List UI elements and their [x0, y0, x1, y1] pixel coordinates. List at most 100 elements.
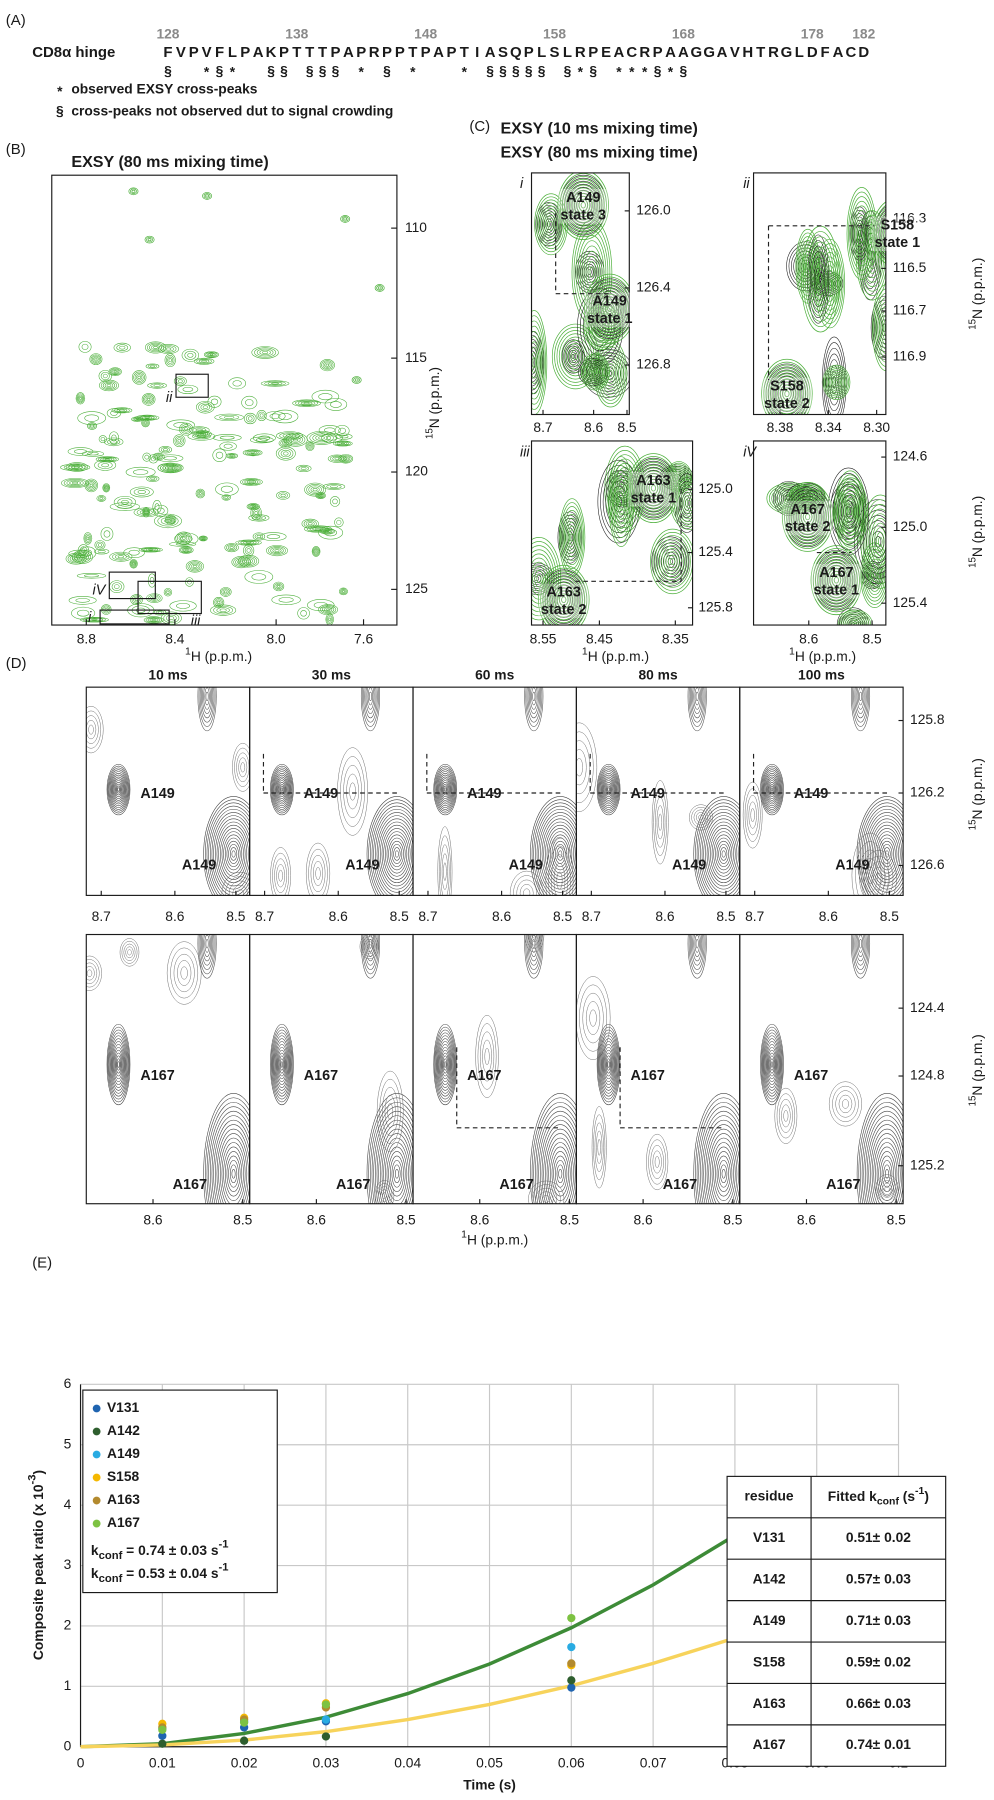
contour — [131, 416, 144, 422]
contour — [152, 500, 162, 514]
contour — [230, 454, 234, 457]
frame — [739, 933, 904, 1205]
contour — [576, 749, 587, 786]
contour — [553, 840, 568, 868]
contour — [603, 299, 617, 318]
contour — [863, 1110, 904, 1204]
contour — [165, 589, 171, 596]
contour — [201, 537, 206, 540]
contour — [688, 804, 713, 831]
contour — [790, 493, 825, 541]
contour — [605, 302, 615, 315]
contour — [278, 869, 283, 882]
contour — [363, 934, 378, 970]
contour — [830, 375, 843, 390]
table-header: residue — [745, 1489, 794, 1504]
sequence-segment: P — [653, 44, 663, 61]
contour — [79, 616, 109, 623]
contour — [589, 1009, 597, 1027]
contour — [214, 413, 244, 422]
contour — [147, 238, 152, 242]
spectrum-numeral: iV — [743, 444, 757, 460]
contour — [278, 492, 288, 499]
contour — [876, 297, 886, 359]
contour — [777, 381, 797, 407]
contour — [386, 1146, 408, 1201]
contour — [214, 1124, 250, 1204]
contour — [831, 574, 842, 587]
contour — [653, 539, 687, 584]
contour — [141, 547, 161, 552]
contour — [318, 604, 339, 616]
contour — [567, 525, 577, 550]
contour — [566, 183, 600, 227]
contour — [86, 720, 97, 740]
contour — [251, 346, 279, 359]
contour — [388, 837, 406, 871]
inset-label: iV — [93, 582, 107, 598]
contour — [166, 941, 202, 1005]
contour — [561, 596, 567, 604]
contour — [811, 251, 826, 307]
table-cell: A149 — [753, 1613, 786, 1628]
contour — [860, 509, 886, 574]
inset-label: iii — [191, 613, 201, 629]
contour — [687, 687, 707, 732]
contour — [841, 1099, 849, 1109]
contour — [881, 1160, 893, 1188]
contour — [201, 360, 207, 363]
contour — [73, 557, 79, 561]
contour — [219, 1137, 248, 1204]
contour — [874, 292, 886, 363]
contour — [773, 376, 800, 412]
contour — [155, 454, 162, 459]
contour — [238, 757, 248, 778]
contour — [696, 812, 706, 823]
contour — [141, 393, 156, 406]
contour — [113, 495, 137, 509]
contour — [330, 455, 345, 462]
contour — [276, 1046, 288, 1083]
y-tick-label: 1 — [64, 1678, 72, 1693]
contour — [848, 191, 876, 276]
contour — [65, 462, 89, 472]
peak-label: A149 — [509, 857, 543, 873]
y-tick-label: 116.9 — [893, 349, 927, 364]
y-tick-label: 6 — [64, 1376, 72, 1391]
contour — [197, 687, 217, 732]
contour — [597, 1026, 620, 1103]
contour — [650, 528, 693, 595]
contour — [88, 423, 96, 429]
contour — [528, 934, 539, 962]
contour — [129, 486, 154, 498]
contour — [836, 484, 865, 539]
sequence-segment: P — [240, 44, 250, 61]
contour — [181, 348, 200, 362]
contour — [102, 483, 111, 493]
label-backdrop — [761, 377, 813, 413]
contour — [121, 940, 138, 964]
legend-label: A149 — [107, 1446, 140, 1461]
contour — [857, 229, 861, 238]
contour — [568, 184, 599, 226]
contour — [213, 605, 233, 615]
legend-label: S158 — [107, 1469, 140, 1484]
contour — [123, 547, 145, 558]
contour — [98, 379, 119, 392]
contour — [531, 330, 543, 395]
contour — [364, 687, 377, 719]
contour — [306, 442, 314, 450]
contour — [181, 536, 186, 540]
contour — [720, 847, 728, 861]
contour — [220, 485, 233, 493]
contour — [85, 535, 91, 542]
contour — [297, 607, 310, 620]
contour — [362, 687, 379, 727]
contour — [319, 494, 322, 497]
contour — [251, 573, 267, 581]
contour — [240, 540, 257, 545]
contour — [215, 451, 224, 459]
frame — [752, 440, 887, 626]
contour — [567, 347, 579, 366]
contour — [340, 442, 345, 445]
